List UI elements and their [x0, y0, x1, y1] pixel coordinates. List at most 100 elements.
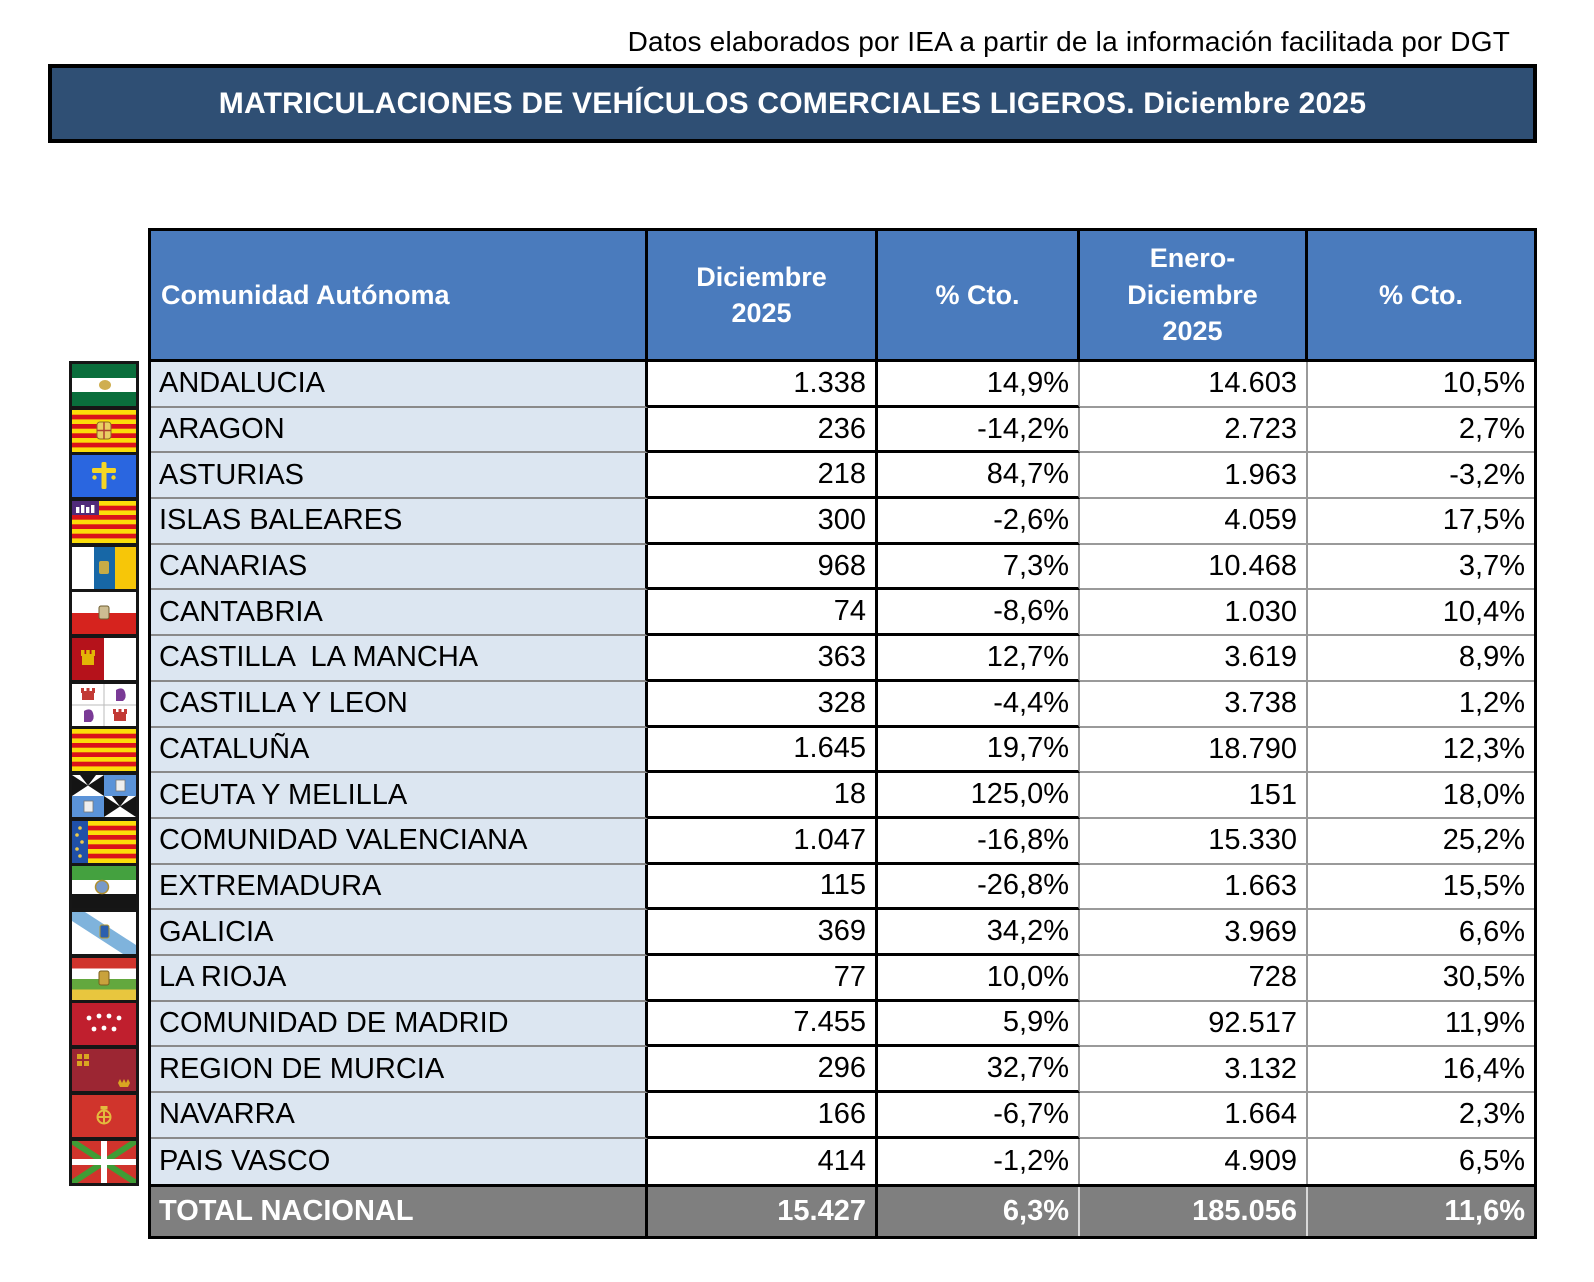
pct-growth-ytd: 30,5%	[1308, 955, 1534, 1002]
december-value: 369	[648, 910, 878, 956]
table-body: ANDALUCIA 1.338 14,9% 14.603 10,5% ARAGO…	[69, 360, 1534, 1186]
region-name: CATALUÑA	[151, 727, 648, 774]
pct-growth-ytd: 10,4%	[1308, 590, 1534, 637]
table-header-row: Comunidad Autónoma Diciembre 2025 % Cto.…	[151, 231, 1534, 362]
pct-growth-ytd: 12,3%	[1308, 727, 1534, 774]
flag-andalucia-icon	[69, 360, 139, 409]
december-value: 414	[648, 1138, 878, 1185]
table-row: LA RIOJA 77 10,0% 728 30,5%	[69, 954, 1534, 1003]
ytd-value: 18.790	[1080, 727, 1308, 774]
december-value: 77	[648, 955, 878, 1002]
ytd-value: 15.330	[1080, 818, 1308, 865]
pct-growth-month: -4,4%	[878, 681, 1080, 728]
ytd-value: 1.030	[1080, 590, 1308, 637]
ytd-value: 3.132	[1080, 1047, 1308, 1093]
december-value: 166	[648, 1093, 878, 1139]
title-banner: MATRICULACIONES DE VEHÍCULOS COMERCIALES…	[48, 64, 1537, 143]
ytd-value: 4.059	[1080, 499, 1308, 545]
table-row: NAVARRA 166 -6,7% 1.664 2,3%	[69, 1091, 1534, 1140]
column-header-pct-cto-month: % Cto.	[878, 231, 1080, 359]
pct-growth-ytd: 8,9%	[1308, 636, 1534, 682]
pct-growth-month: 10,0%	[878, 955, 1080, 1002]
region-name: ASTURIAS	[151, 453, 648, 500]
page-title: MATRICULACIONES DE VEHÍCULOS COMERCIALES…	[218, 86, 1367, 120]
source-note: Datos elaborados por IEA a partir de la …	[627, 26, 1510, 57]
region-name: ARAGON	[151, 407, 648, 454]
ytd-value: 14.603	[1080, 362, 1308, 408]
region-name: CANTABRIA	[151, 590, 648, 637]
region-name: CANARIAS	[151, 544, 648, 591]
table-row: COMUNIDAD VALENCIANA 1.047 -16,8% 15.330…	[69, 817, 1534, 866]
pct-growth-ytd: 16,4%	[1308, 1047, 1534, 1093]
december-value: 115	[648, 864, 878, 911]
ytd-value: 151	[1080, 773, 1308, 819]
december-value: 1.338	[648, 362, 878, 408]
region-name: ISLAS BALEARES	[151, 499, 648, 545]
registrations-table: Comunidad Autónoma Diciembre 2025 % Cto.…	[69, 228, 1537, 1240]
flag-galicia-icon	[69, 909, 139, 958]
table-row: CANARIAS 968 7,3% 10.468 3,7%	[69, 543, 1534, 592]
pct-growth-month: -6,7%	[878, 1093, 1080, 1139]
flag-castilla-la-mancha-icon	[69, 634, 139, 683]
total-pct-growth-month: 6,3%	[878, 1187, 1080, 1237]
pct-growth-month: -2,6%	[878, 499, 1080, 545]
table-row: CANTABRIA 74 -8,6% 1.030 10,4%	[69, 589, 1534, 638]
total-label: TOTAL NACIONAL	[151, 1187, 648, 1237]
region-name: NAVARRA	[151, 1093, 648, 1139]
total-ytd-value: 185.056	[1080, 1187, 1308, 1237]
table-row: PAIS VASCO 414 -1,2% 4.909 6,5%	[69, 1137, 1534, 1186]
pct-growth-ytd: 10,5%	[1308, 362, 1534, 408]
table-row: GALICIA 369 34,2% 3.969 6,6%	[69, 909, 1534, 958]
region-name: LA RIOJA	[151, 955, 648, 1002]
december-value: 1.047	[648, 818, 878, 865]
table-row: REGION DE MURCIA 296 32,7% 3.132 16,4%	[69, 1046, 1534, 1095]
total-row: TOTAL NACIONAL 15.427 6,3% 185.056 11,6%	[151, 1184, 1534, 1237]
region-name: COMUNIDAD VALENCIANA	[151, 818, 648, 865]
pct-growth-month: -1,2%	[878, 1138, 1080, 1185]
region-name: CASTILLA LA MANCHA	[151, 636, 648, 682]
column-header-pct-cto-ytd: % Cto.	[1308, 231, 1534, 359]
pct-growth-month: 34,2%	[878, 910, 1080, 956]
region-name: COMUNIDAD DE MADRID	[151, 1001, 648, 1048]
region-name: CASTILLA Y LEON	[151, 681, 648, 728]
pct-growth-ytd: 6,5%	[1308, 1138, 1534, 1185]
december-value: 296	[648, 1047, 878, 1093]
december-value: 968	[648, 544, 878, 591]
region-name: CEUTA Y MELILLA	[151, 773, 648, 819]
column-header-enero-diciembre-2025: Enero-Diciembre 2025	[1080, 231, 1308, 359]
flag-comunidad-de-madrid-icon	[69, 1000, 139, 1049]
table-row: ISLAS BALEARES 300 -2,6% 4.059 17,5%	[69, 497, 1534, 546]
pct-growth-month: -16,8%	[878, 818, 1080, 865]
pct-growth-month: 7,3%	[878, 544, 1080, 591]
ytd-value: 1.663	[1080, 864, 1308, 911]
flag-cataluna-icon	[69, 726, 139, 775]
flag-la-rioja-icon	[69, 954, 139, 1003]
december-value: 7.455	[648, 1001, 878, 1048]
flag-comunidad-valenciana-icon	[69, 817, 139, 866]
ytd-value: 3.619	[1080, 636, 1308, 682]
table-row: COMUNIDAD DE MADRID 7.455 5,9% 92.517 11…	[69, 1000, 1534, 1049]
december-value: 328	[648, 681, 878, 728]
pct-growth-ytd: -3,2%	[1308, 453, 1534, 500]
table-row: ARAGON 236 -14,2% 2.723 2,7%	[69, 406, 1534, 455]
december-value: 218	[648, 453, 878, 500]
flag-canarias-icon	[69, 543, 139, 592]
pct-growth-month: 19,7%	[878, 727, 1080, 774]
pct-growth-month: 14,9%	[878, 362, 1080, 408]
column-header-comunidad-autonoma: Comunidad Autónoma	[151, 231, 648, 359]
pct-growth-ytd: 2,3%	[1308, 1093, 1534, 1139]
pct-growth-month: 12,7%	[878, 636, 1080, 682]
pct-growth-ytd: 17,5%	[1308, 499, 1534, 545]
flag-aragon-icon	[69, 406, 139, 455]
ytd-value: 92.517	[1080, 1001, 1308, 1048]
total-pct-growth-ytd: 11,6%	[1308, 1187, 1534, 1237]
flag-pais-vasco-icon	[69, 1137, 139, 1186]
ytd-value: 2.723	[1080, 407, 1308, 454]
table-row: ASTURIAS 218 84,7% 1.963 -3,2%	[69, 452, 1534, 501]
pct-growth-ytd: 25,2%	[1308, 818, 1534, 865]
december-value: 1.645	[648, 727, 878, 774]
flag-castilla-y-leon-icon	[69, 680, 139, 729]
ytd-value: 4.909	[1080, 1138, 1308, 1185]
ytd-value: 3.969	[1080, 910, 1308, 956]
column-header-diciembre-2025: Diciembre 2025	[648, 231, 878, 359]
